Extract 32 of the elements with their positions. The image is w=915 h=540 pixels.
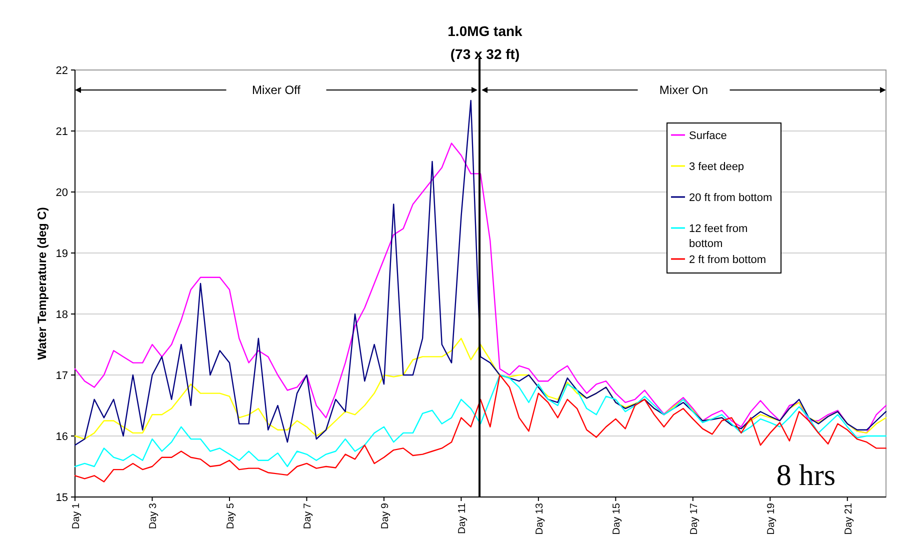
y-tick-label: 21 — [56, 126, 68, 138]
y-tick-label: 15 — [56, 492, 68, 504]
y-axis-title: Water Temperature (deg C) — [35, 207, 49, 360]
legend-label: 2 ft from bottom — [689, 254, 766, 266]
y-tick-label: 20 — [56, 187, 68, 199]
legend-label: 12 feet from bottom — [689, 223, 748, 250]
annotation: Mixer Off — [252, 83, 302, 97]
y-tick-label: 18 — [56, 309, 68, 321]
y-tick-label: 19 — [56, 248, 68, 260]
line-series — [74, 100, 887, 446]
y-tick-label: 22 — [56, 65, 68, 77]
x-tick-label: Day 17 — [688, 502, 700, 535]
y-tick-label: 16 — [56, 431, 68, 443]
chart-subtitle: (73 x 32 ft) — [450, 46, 520, 62]
x-tick-label: Day 15 — [612, 502, 623, 535]
x-tick-label: Day 21 — [843, 502, 854, 535]
y-tick-label: 17 — [56, 370, 68, 382]
x-tick-label: Day 9 — [380, 502, 391, 530]
annotation: Mixer On — [659, 83, 708, 97]
x-tick-label: Day 1 — [71, 502, 82, 530]
x-tick-label: Day 7 — [302, 502, 314, 530]
legend-label: 3 feet deep — [689, 161, 744, 173]
x-tick-label: Day 5 — [225, 502, 236, 530]
x-tick-label: Day 13 — [534, 502, 546, 535]
chart-title: 1.0MG tank — [448, 23, 523, 39]
x-tick-label: Day 11 — [457, 502, 468, 534]
line-series — [74, 142, 887, 434]
annotation: 8 hrs — [776, 459, 836, 492]
legend-label: 20 ft from bottom — [689, 192, 772, 204]
legend-label: Surface — [689, 130, 727, 142]
x-tick-label: Day 3 — [148, 502, 160, 530]
x-tick-label: Day 19 — [766, 502, 778, 535]
